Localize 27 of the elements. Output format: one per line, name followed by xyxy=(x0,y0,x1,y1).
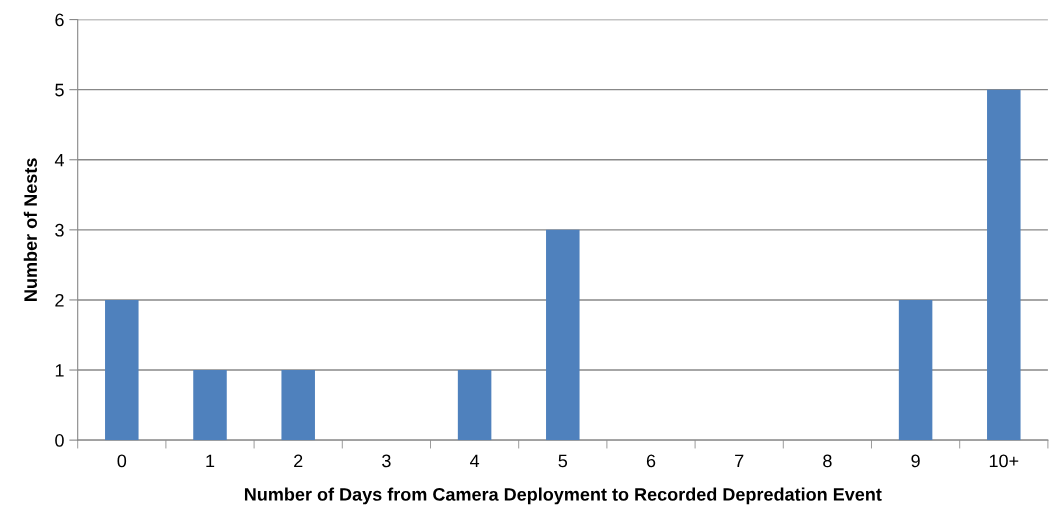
y-axis-title: Number of Nests xyxy=(23,158,38,301)
x-tick-label: 7 xyxy=(735,454,744,468)
x-tick-label: 2 xyxy=(294,454,303,468)
bar xyxy=(546,229,580,441)
bar xyxy=(193,370,227,441)
x-tick-label: 9 xyxy=(911,454,920,468)
x-tick-label: 3 xyxy=(382,454,391,468)
bar xyxy=(105,299,139,441)
y-tick-label: 5 xyxy=(55,83,64,97)
y-tick-label: 1 xyxy=(55,364,64,377)
x-tick-label: 1 xyxy=(206,454,215,468)
bar xyxy=(987,89,1021,441)
y-tick-label: 2 xyxy=(55,293,64,307)
x-tick-label: 5 xyxy=(558,454,568,468)
y-tick-label: 3 xyxy=(55,223,64,237)
x-axis-title: Number of Days from Camera Deployment to Recorded Depredation Event xyxy=(244,487,882,505)
x-tick-label: 0 xyxy=(117,454,127,468)
bar xyxy=(898,299,933,441)
x-tick-label: 8 xyxy=(823,454,832,468)
y-tick-label: 4 xyxy=(54,153,64,167)
x-tick-label: 6 xyxy=(646,454,656,468)
y-tick-label: 6 xyxy=(55,13,64,27)
x-tick-label: 10+ xyxy=(989,454,1019,468)
x-tick-label: 4 xyxy=(469,454,480,468)
bar xyxy=(457,370,492,441)
y-tick-label: 0 xyxy=(55,434,64,447)
bar xyxy=(281,370,315,441)
